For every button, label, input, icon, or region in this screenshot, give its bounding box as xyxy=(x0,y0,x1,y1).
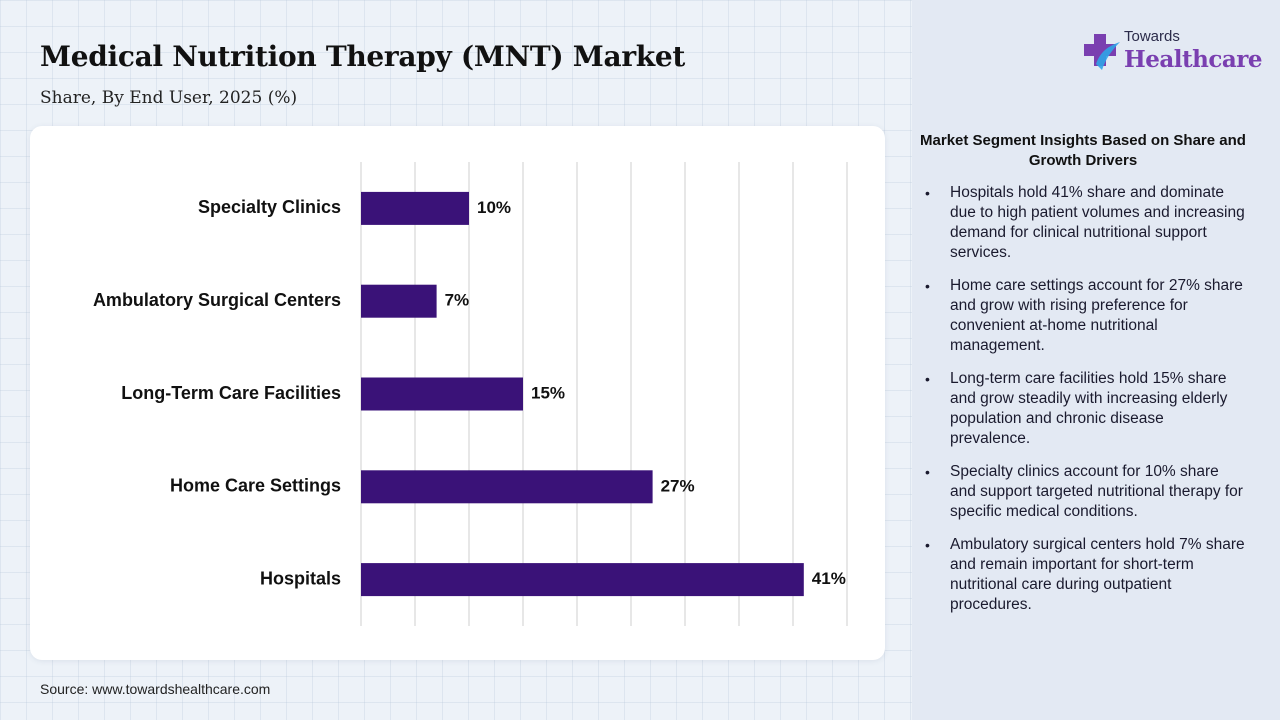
logo-text-towards: Towards xyxy=(1124,28,1180,45)
page-subtitle: Share, By End User, 2025 (%) xyxy=(40,88,298,108)
insights-title: Market Segment Insights Based on Share a… xyxy=(920,132,1246,169)
category-label: Ambulatory Surgical Centers xyxy=(93,290,341,310)
bullet-icon: • xyxy=(925,278,930,294)
insight-item-ambulatory: • Ambulatory surgical centers hold 7% sha… xyxy=(925,536,1245,613)
chart-card: Specialty Clinics 10% Ambulatory Surgical … xyxy=(30,126,885,660)
data-label: 27% xyxy=(661,476,695,495)
bar xyxy=(361,377,523,411)
logo: Towards Healthcare xyxy=(1080,28,1263,78)
category-label: Home Care Settings xyxy=(170,476,341,496)
data-label: 41% xyxy=(812,569,846,588)
insight-item-specialty-clinics: • Specialty clinics account for 10% share… xyxy=(925,463,1243,520)
bar-chart: Specialty Clinics 10% Ambulatory Surgical … xyxy=(93,162,848,626)
data-label: 7% xyxy=(445,291,470,310)
category-label: Specialty Clinics xyxy=(198,197,341,217)
logo-text-healthcare: Healthcare xyxy=(1124,46,1263,73)
category-label: Hospitals xyxy=(260,568,341,588)
bar xyxy=(361,563,804,597)
insights-panel-background xyxy=(912,0,1280,720)
source-note: Source: www.towardshealthcare.com xyxy=(40,681,271,697)
insights-list: • Hospitals hold 41% share and dominate d… xyxy=(920,183,1246,615)
data-label: 10% xyxy=(477,198,511,217)
insight-item-hospitals: • Hospitals hold 41% share and dominate d… xyxy=(925,184,1245,261)
bar xyxy=(361,470,653,504)
bullet-icon: • xyxy=(925,464,930,480)
insights-panel: Market Segment Insights Based on Share a… xyxy=(920,131,1246,628)
bullet-icon: • xyxy=(925,537,930,553)
medical-cross-icon xyxy=(1084,34,1120,70)
data-label: 15% xyxy=(531,383,565,402)
bullet-icon: • xyxy=(925,185,930,201)
insight-item-long-term-care: • Long-term care facilities hold 15% shar… xyxy=(925,370,1228,447)
bullet-icon: • xyxy=(925,371,930,387)
category-label: Long-Term Care Facilities xyxy=(121,383,341,403)
insight-item-home-care: • Home care settings account for 27% shar… xyxy=(925,277,1243,354)
bar xyxy=(361,284,437,318)
page-title: Medical Nutrition Therapy (MNT) Market xyxy=(40,40,686,73)
bar xyxy=(361,191,469,225)
